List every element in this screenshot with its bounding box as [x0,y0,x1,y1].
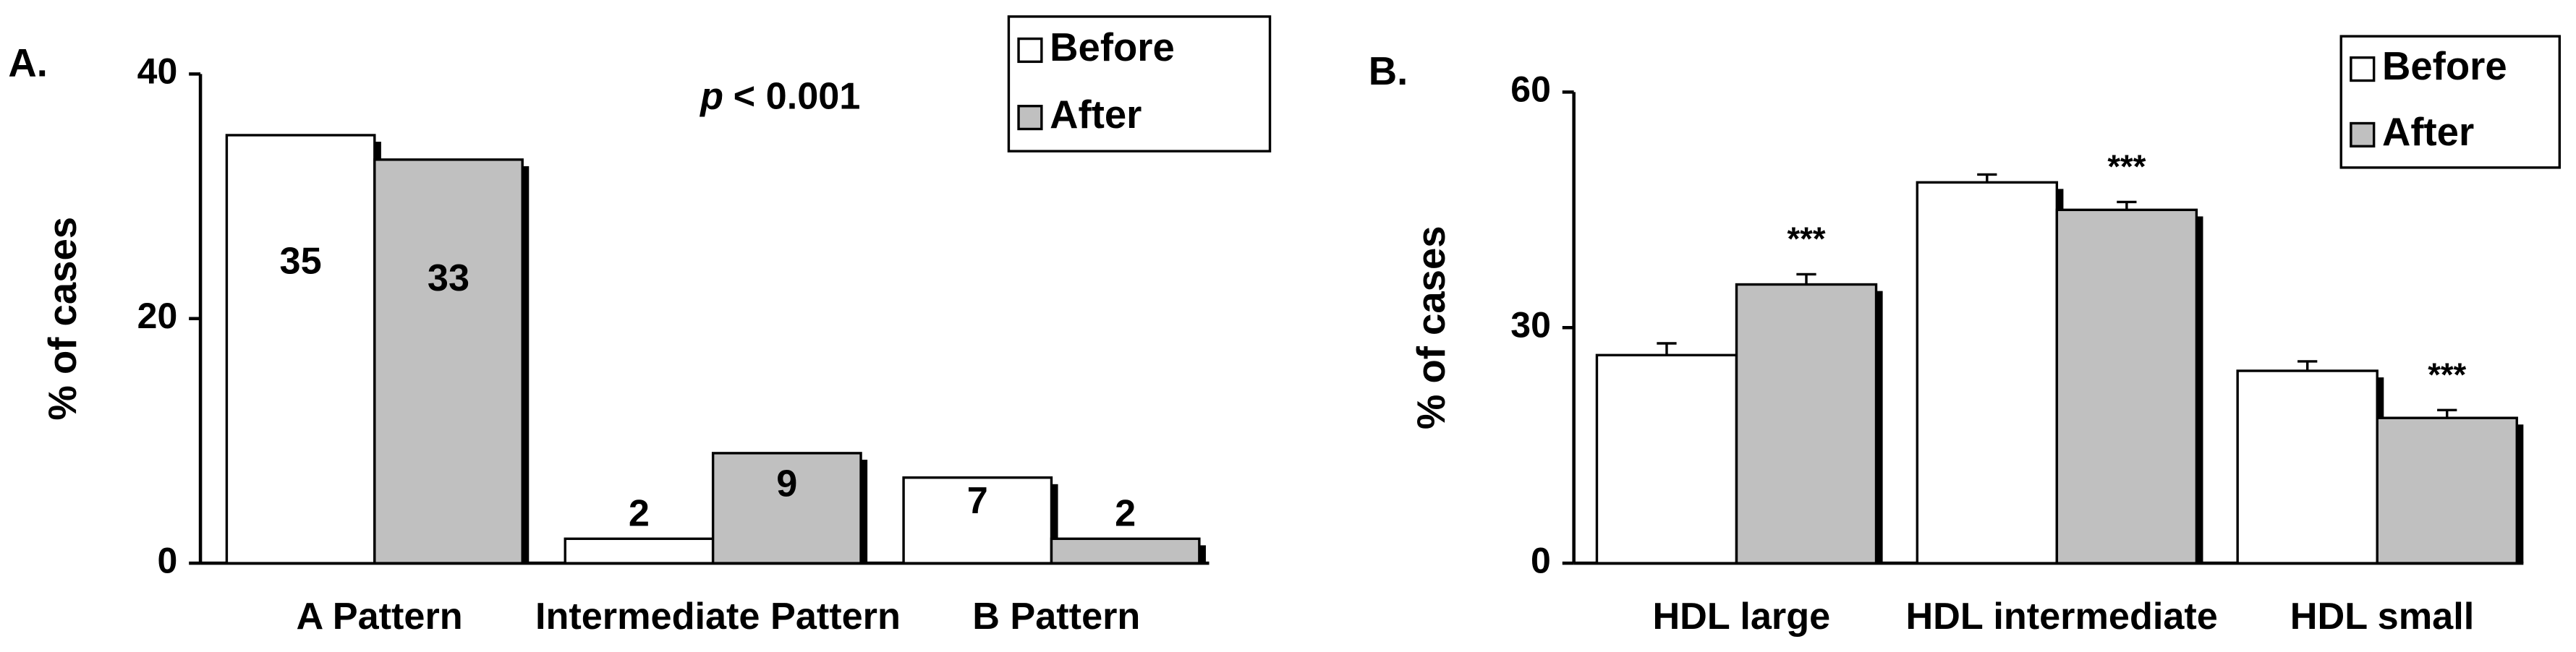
error-bar [2437,408,2457,419]
stat-symbol: p [699,75,723,117]
x-tick-label: A Pattern [297,596,463,638]
value-label: 2 [1115,492,1136,534]
significance-label: *** [2107,148,2146,185]
legend-label: After [2382,110,2474,154]
bar [902,476,1053,565]
x-tick-label: HDL small [2290,596,2474,638]
value-label: 7 [967,480,988,522]
panel-label: B. [1369,49,1408,93]
bar [2376,416,2518,565]
error-bar [1977,173,1997,183]
y-tick-label: 0 [1531,540,1551,580]
legend-box [1007,15,1272,153]
significance-label: *** [2428,356,2466,393]
bar [564,537,715,565]
x-tick-label: B Pattern [972,596,1140,638]
y-tick-label: 60 [1510,69,1551,110]
value-label: 2 [629,492,650,534]
legend-swatch [2350,56,2376,82]
bar [711,452,862,565]
legend-swatch [2350,121,2376,148]
legend-swatch [1017,37,1043,64]
bar [225,134,376,565]
significance-label: *** [1788,220,1826,257]
error-bar [1657,342,1677,356]
y-axis-label: % of cases [1409,226,1453,429]
panel-label: A. [8,40,48,85]
legend-swatch [1017,104,1043,131]
legend-box [2339,35,2561,169]
error-bar [2297,360,2318,372]
value-label: 35 [280,240,322,282]
chart-panel: B. % of cases 0 30 60 HDL large *** HDL interme… [1369,35,2561,638]
x-tick-label: HDL intermediate [1905,596,2217,638]
value-label: 33 [428,257,469,299]
error-bar [1796,273,1816,285]
bar [1916,181,2059,565]
y-tick-label: 20 [137,296,178,336]
bar [1735,283,1878,565]
legend-label: After [1050,93,1142,137]
bar [373,158,524,565]
y-tick-label: 0 [157,540,177,580]
bar [1595,353,1738,565]
error-bar [2117,200,2137,210]
x-tick-label: Intermediate Pattern [535,596,901,638]
x-tick-label: HDL large [1652,596,1830,638]
bar [2236,369,2379,565]
legend-label: Before [1050,25,1175,69]
legend-label: Before [2382,44,2507,88]
y-tick-label: 30 [1510,304,1551,345]
chart-panel: A. % of cases 0 20 40 A Pattern 35 33 Intermedia… [8,15,1272,638]
bar [2055,208,2198,565]
bar [1050,537,1201,565]
y-tick-label: 40 [137,51,178,92]
stat-text: < 0.001 [734,75,861,117]
value-label: 9 [776,463,797,505]
stat-annotation: p < 0.001 [699,75,860,117]
y-axis-label: % of cases [41,217,85,421]
